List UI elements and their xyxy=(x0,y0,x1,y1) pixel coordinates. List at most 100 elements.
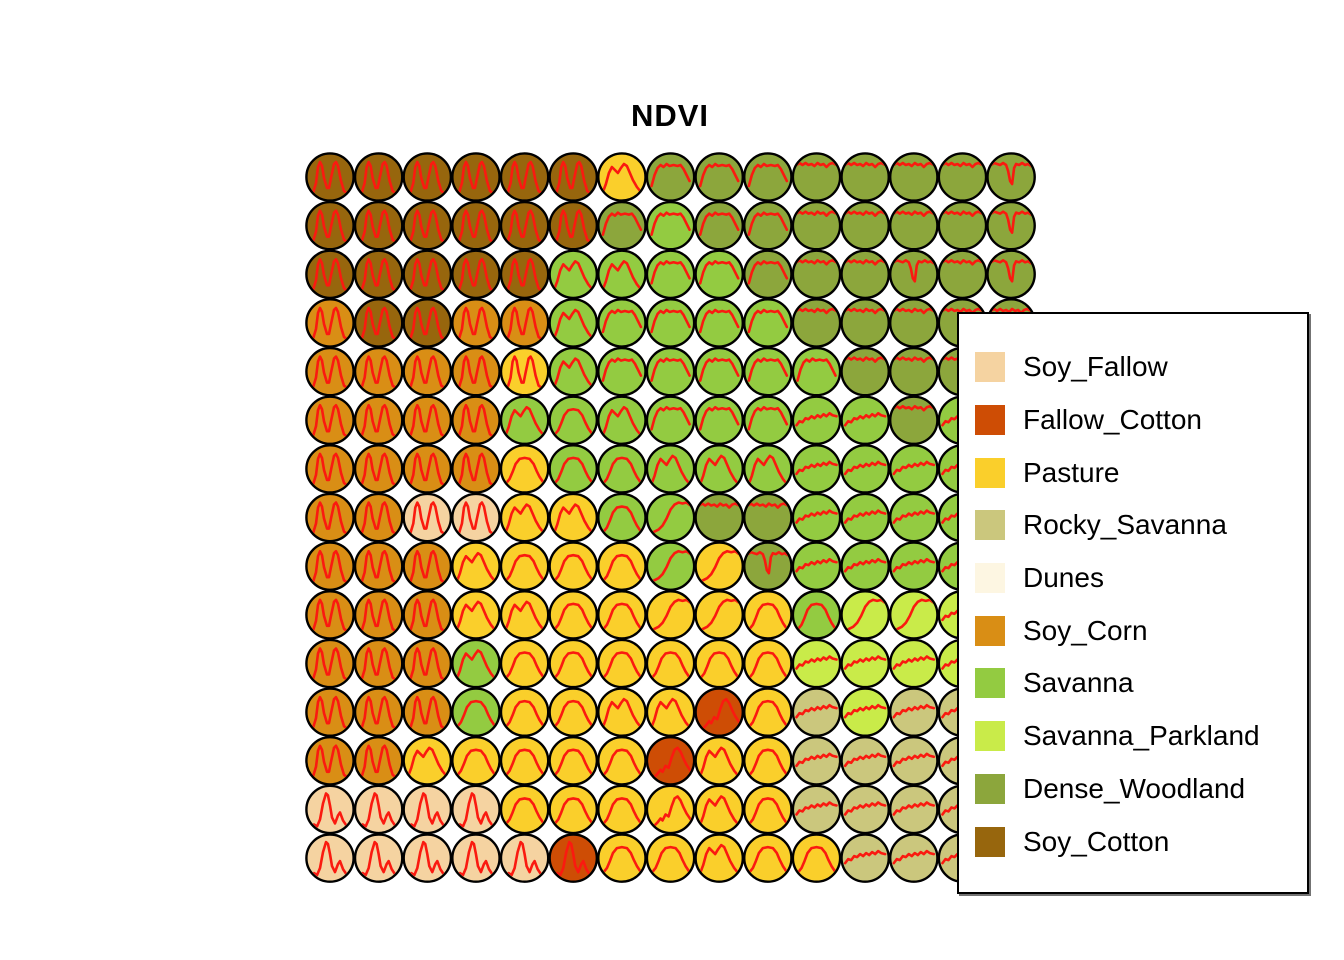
time-series-line xyxy=(311,647,350,682)
time-series-line xyxy=(843,557,887,573)
som-cell xyxy=(305,784,355,835)
time-series-line xyxy=(892,752,936,768)
time-series-line xyxy=(408,403,447,439)
som-cell-circle xyxy=(840,249,890,300)
som-cell xyxy=(548,687,599,737)
som-cell xyxy=(305,152,355,202)
som-cell xyxy=(791,590,842,640)
time-series-line xyxy=(552,357,594,388)
som-cell-circle xyxy=(888,395,939,446)
time-series-line xyxy=(552,260,594,291)
som-cell-circle xyxy=(548,395,599,446)
legend-label: Soy_Corn xyxy=(1023,614,1148,646)
som-cell-circle xyxy=(451,590,501,640)
som-cell xyxy=(548,249,599,300)
som-cell xyxy=(743,735,793,786)
som-cell-circle xyxy=(791,833,842,883)
time-series-line xyxy=(457,306,496,342)
time-series-line xyxy=(843,411,887,427)
time-series-line xyxy=(796,845,837,875)
som-cell xyxy=(743,784,793,835)
som-cell-circle xyxy=(694,833,745,883)
time-series-line xyxy=(601,602,643,632)
time-series-line xyxy=(843,307,887,315)
som-cell xyxy=(402,492,453,543)
som-cell xyxy=(694,200,745,251)
som-cell xyxy=(353,249,404,300)
som-cell-circle xyxy=(499,395,550,446)
som-cell xyxy=(888,395,939,446)
time-series-line xyxy=(989,161,1033,186)
time-series-line xyxy=(650,211,691,236)
time-series-line xyxy=(311,306,350,342)
time-series-line xyxy=(697,598,741,633)
time-series-line xyxy=(360,452,398,488)
legend-item: Pasture xyxy=(959,446,1307,499)
som-cell xyxy=(694,638,745,689)
som-cell xyxy=(840,298,890,348)
som-cell xyxy=(305,735,355,786)
som-cell-circle xyxy=(840,833,890,883)
time-series-line xyxy=(457,258,496,293)
som-cell xyxy=(645,395,696,446)
som-cell xyxy=(791,249,842,300)
time-series-line xyxy=(408,209,447,244)
som-cell-circle xyxy=(791,784,842,835)
som-cell xyxy=(451,784,501,835)
time-series-line xyxy=(455,649,497,680)
som-cell-circle xyxy=(791,152,842,202)
som-cell xyxy=(305,687,355,737)
som-cell xyxy=(353,638,404,689)
time-series-line xyxy=(311,598,350,634)
som-cell xyxy=(645,638,696,689)
time-series-line xyxy=(892,801,936,816)
time-series-line xyxy=(796,357,837,382)
som-cell-circle xyxy=(597,687,647,737)
time-series-line xyxy=(892,356,936,363)
som-cell-circle xyxy=(840,784,890,835)
som-cell-circle xyxy=(743,541,793,592)
time-series-line xyxy=(552,602,594,632)
time-series-line xyxy=(795,411,838,427)
som-cell-circle xyxy=(986,200,1036,251)
som-cell xyxy=(791,833,842,883)
som-cell xyxy=(451,735,501,786)
som-cell xyxy=(548,735,599,786)
som-cell xyxy=(402,298,453,348)
som-cell xyxy=(888,200,939,251)
som-cell xyxy=(548,200,599,251)
som-cell xyxy=(791,687,842,737)
som-cell xyxy=(743,200,793,251)
legend-item: Soy_Fallow xyxy=(959,341,1307,394)
som-cell-circle xyxy=(548,590,599,640)
time-series-line xyxy=(698,795,740,826)
som-cell-circle xyxy=(645,833,696,883)
som-cell-circle xyxy=(548,638,599,689)
time-series-line xyxy=(697,549,741,584)
som-cell-circle xyxy=(597,833,647,883)
som-cell-circle xyxy=(597,152,647,202)
som-cell xyxy=(840,687,890,737)
som-cell xyxy=(645,346,696,397)
som-cell-circle xyxy=(499,492,550,543)
time-series-line xyxy=(747,602,789,632)
legend-label: Savanna xyxy=(1023,667,1134,699)
time-series-line xyxy=(408,355,447,390)
time-series-line xyxy=(506,160,544,196)
time-series-line xyxy=(506,355,544,390)
time-series-line xyxy=(457,209,496,244)
som-cell xyxy=(305,590,355,640)
som-cell xyxy=(888,687,939,737)
som-cell-circle xyxy=(694,590,745,640)
som-cell xyxy=(353,735,404,786)
time-series-line xyxy=(408,549,447,585)
som-cell-circle xyxy=(888,298,939,348)
time-series-line xyxy=(892,307,936,315)
som-cell-circle xyxy=(451,541,501,592)
som-cell-circle xyxy=(694,492,745,543)
som-cell-circle xyxy=(548,346,599,397)
som-cell-circle xyxy=(645,590,696,640)
som-cell xyxy=(353,444,404,494)
time-series-line xyxy=(650,357,691,382)
time-series-line xyxy=(747,797,789,826)
